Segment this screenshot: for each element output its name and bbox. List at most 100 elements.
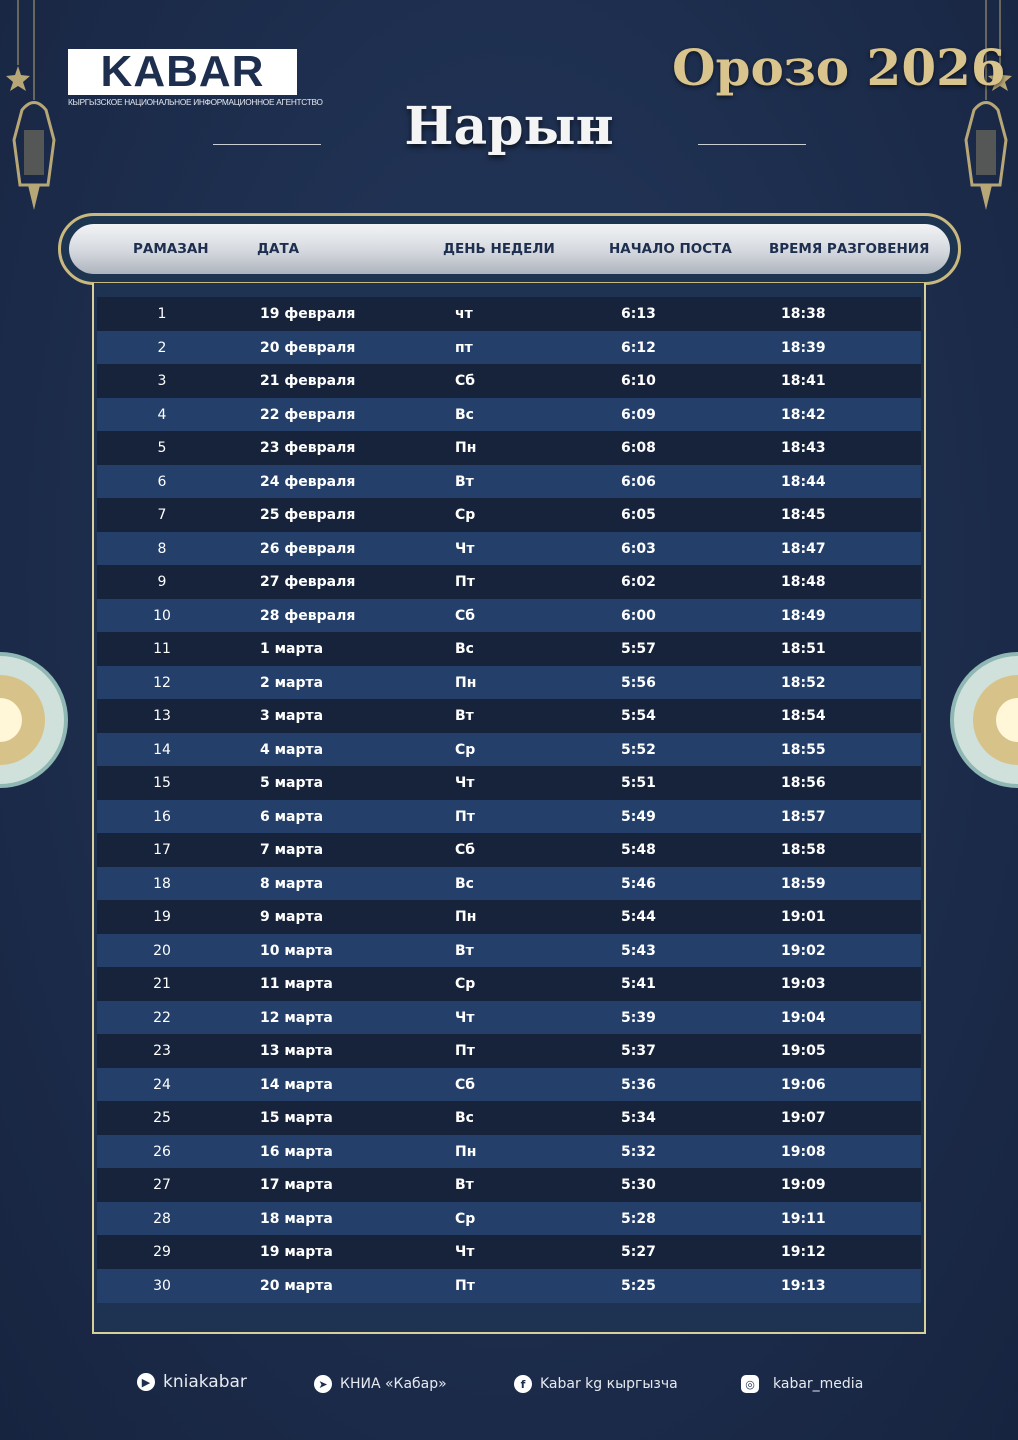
cell-ramazan-day: 15 xyxy=(153,775,171,791)
cell-weekday: пт xyxy=(455,339,473,356)
cell-fast-start: 5:46 xyxy=(621,875,656,892)
cell-ramazan-day: 1 xyxy=(157,306,167,322)
cell-date: 15 марта xyxy=(260,1110,333,1126)
cell-iftar-time: 18:43 xyxy=(781,440,826,456)
cell-iftar-time: 19:02 xyxy=(781,942,826,959)
cell-ramazan-day: 23 xyxy=(153,1043,171,1059)
cell-weekday: Пт xyxy=(455,1277,475,1294)
cell-ramazan-day: 6 xyxy=(157,473,167,490)
cell-fast-start: 6:03 xyxy=(621,540,656,557)
cell-ramazan-day: 3 xyxy=(157,373,167,389)
cell-iftar-time: 19:12 xyxy=(781,1244,826,1260)
lantern-right-icon xyxy=(964,0,1012,210)
cell-date: 2 марта xyxy=(260,674,324,691)
cell-weekday: Чт xyxy=(455,1009,475,1026)
cell-ramazan-day: 10 xyxy=(153,607,171,624)
cell-iftar-time: 18:47 xyxy=(781,540,826,557)
footer-telegram[interactable]: ➤ КНИА «Кабар» xyxy=(314,1375,447,1393)
youtube-icon: ▶ xyxy=(137,1373,155,1391)
cell-date: 27 февраля xyxy=(260,574,356,590)
cell-date: 6 марта xyxy=(260,808,324,825)
cell-weekday: Чт xyxy=(455,1244,475,1260)
footer-label: kabar_media xyxy=(773,1376,864,1392)
cell-date: 22 февраля xyxy=(260,406,356,423)
ornament-right-icon xyxy=(950,652,1018,788)
cell-iftar-time: 18:59 xyxy=(781,875,826,892)
cell-weekday: Пн xyxy=(455,909,477,925)
cell-date: 21 февраля xyxy=(260,373,356,389)
cell-fast-start: 5:25 xyxy=(621,1277,656,1294)
cell-iftar-time: 18:38 xyxy=(781,306,826,322)
cell-iftar-time: 19:06 xyxy=(781,1076,826,1093)
cell-fast-start: 5:52 xyxy=(621,741,656,758)
cell-fast-start: 6:00 xyxy=(621,607,656,624)
cell-date: 19 февраля xyxy=(260,306,356,322)
table-row: 20 10 марта Вт 5:43 19:02 xyxy=(97,933,921,968)
header-ramazan: РАМАЗАН xyxy=(133,241,209,257)
cell-ramazan-day: 12 xyxy=(153,674,171,691)
table-row: 28 18 марта Ср 5:28 19:11 xyxy=(97,1201,921,1236)
table-row: 24 14 марта Сб 5:36 19:06 xyxy=(97,1067,921,1102)
cell-fast-start: 5:43 xyxy=(621,942,656,959)
cell-weekday: Сб xyxy=(455,842,476,858)
cell-iftar-time: 19:11 xyxy=(781,1210,826,1227)
cell-ramazan-day: 30 xyxy=(153,1277,171,1294)
table-row: 11 1 марта Вс 5:57 18:51 xyxy=(97,632,921,666)
cell-iftar-time: 19:07 xyxy=(781,1110,826,1126)
table-row: 4 22 февраля Вс 6:09 18:42 xyxy=(97,397,921,432)
cell-date: 9 марта xyxy=(260,909,324,925)
cell-ramazan-day: 29 xyxy=(153,1244,171,1260)
page-title: Орозо 2026 xyxy=(672,38,1006,97)
cell-iftar-time: 19:13 xyxy=(781,1277,826,1294)
cell-iftar-time: 19:09 xyxy=(781,1177,826,1193)
cell-ramazan-day: 8 xyxy=(157,540,167,557)
header-iftar: ВРЕМЯ РАЗГОВЕНИЯ xyxy=(769,241,930,257)
lantern-left-icon xyxy=(6,0,56,210)
cell-weekday: Сб xyxy=(455,373,476,389)
cell-weekday: Пт xyxy=(455,808,475,825)
cell-date: 12 марта xyxy=(260,1009,333,1026)
cell-date: 17 марта xyxy=(260,1177,333,1193)
cell-date: 24 февраля xyxy=(260,473,356,490)
kabar-logo: KABAR xyxy=(68,49,297,95)
cell-weekday: Ср xyxy=(455,741,476,758)
cell-weekday: Пн xyxy=(455,440,477,456)
header-weekday: ДЕНЬ НЕДЕЛИ xyxy=(443,241,555,257)
cell-date: 19 марта xyxy=(260,1244,333,1260)
cell-iftar-time: 18:45 xyxy=(781,507,826,523)
cell-weekday: Ср xyxy=(455,976,476,992)
table-row: 5 23 февраля Пн 6:08 18:43 xyxy=(97,431,921,465)
cell-iftar-time: 18:51 xyxy=(781,641,826,657)
cell-iftar-time: 18:41 xyxy=(781,373,826,389)
cell-date: 26 февраля xyxy=(260,540,356,557)
cell-weekday: Вс xyxy=(455,875,474,892)
cell-iftar-time: 18:49 xyxy=(781,607,826,624)
cell-date: 25 февраля xyxy=(260,507,356,523)
cell-date: 14 марта xyxy=(260,1076,333,1093)
cell-ramazan-day: 18 xyxy=(153,875,171,892)
cell-date: 4 марта xyxy=(260,741,324,758)
cell-ramazan-day: 9 xyxy=(157,574,167,590)
cell-weekday: чт xyxy=(455,306,473,322)
footer-facebook[interactable]: f Kabar kg кыргызча xyxy=(514,1375,678,1393)
cell-weekday: Пн xyxy=(455,1143,477,1160)
cell-fast-start: 6:09 xyxy=(621,406,656,423)
footer-instagram[interactable]: ◎ kabar_media xyxy=(741,1375,863,1393)
cell-iftar-time: 18:42 xyxy=(781,406,826,423)
cell-ramazan-day: 13 xyxy=(153,708,171,724)
footer-label: kniakabar xyxy=(163,1372,247,1392)
cell-iftar-time: 18:56 xyxy=(781,775,826,791)
table-row: 22 12 марта Чт 5:39 19:04 xyxy=(97,1000,921,1035)
cell-weekday: Ср xyxy=(455,1210,476,1227)
cell-fast-start: 5:28 xyxy=(621,1210,656,1227)
telegram-icon: ➤ xyxy=(314,1375,332,1393)
cell-ramazan-day: 17 xyxy=(153,842,171,858)
cell-weekday: Сб xyxy=(455,1076,476,1093)
facebook-icon: f xyxy=(514,1375,532,1393)
logo-subtitle: КЫРГЫЗСКОЕ НАЦИОНАЛЬНОЕ ИНФОРМАЦИОННОЕ А… xyxy=(68,97,323,107)
cell-ramazan-day: 19 xyxy=(153,909,171,925)
divider-left xyxy=(213,144,321,145)
cell-fast-start: 6:12 xyxy=(621,339,656,356)
cell-fast-start: 5:56 xyxy=(621,674,656,691)
footer-youtube[interactable]: ▶ kniakabar xyxy=(137,1372,247,1392)
